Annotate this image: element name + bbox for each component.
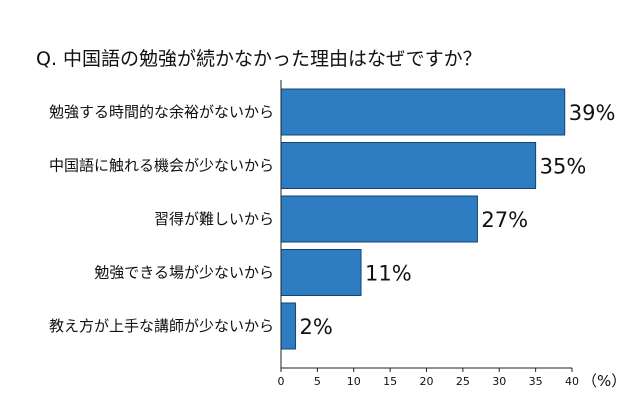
value-label: 35% (540, 155, 587, 179)
category-label: 勉強できる場が少ないから (94, 264, 274, 282)
value-label: 2% (300, 315, 333, 339)
category-label: 習得が難しいから (154, 210, 274, 228)
x-unit-label: （%） (582, 372, 626, 390)
x-tick-label: 0 (278, 375, 285, 388)
bar (280, 302, 297, 350)
bar (280, 249, 362, 296)
x-tick-label: 35 (529, 375, 543, 388)
category-label: 中国語に触れる機会が少ないから (49, 157, 274, 175)
x-tick-label: 20 (420, 375, 434, 388)
x-tick-label: 15 (383, 375, 397, 388)
value-label: 39% (569, 101, 616, 125)
bar (280, 195, 478, 243)
bar (280, 88, 566, 136)
value-label: 11% (365, 262, 412, 286)
category-label: 勉強する時間的な余裕がないから (49, 103, 274, 121)
bar (280, 142, 537, 189)
category-label: 教え方が上手な講師が少ないから (49, 317, 274, 335)
x-tick-label: 30 (492, 375, 506, 388)
chart-title: Q. 中国語の勉強が続かなかった理由はなぜですか？ (36, 48, 482, 70)
x-tick-label: 5 (314, 375, 321, 388)
x-tick-label: 25 (456, 375, 470, 388)
x-tick-label: 10 (347, 375, 361, 388)
value-label: 27% (481, 208, 528, 232)
x-tick-label: 40 (565, 375, 579, 388)
